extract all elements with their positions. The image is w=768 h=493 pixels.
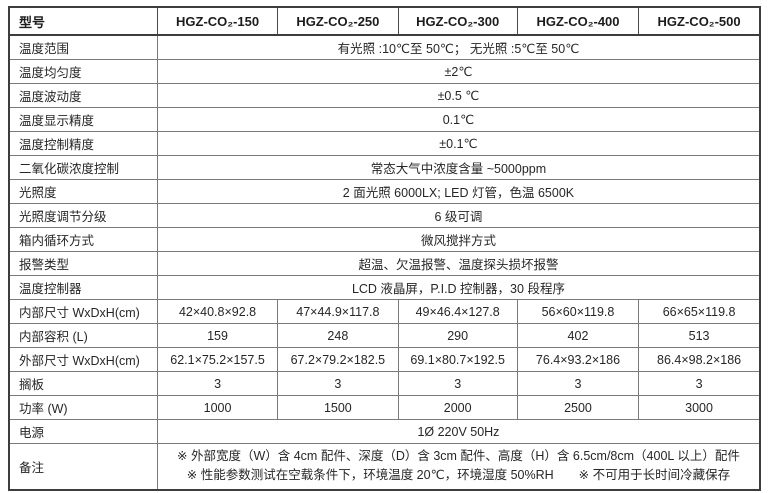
row-label: 温度范围 — [8, 34, 158, 60]
row-internal-dimensions: 内部尺寸 WxDxH(cm) 42×40.8×92.8 47×44.9×117.… — [8, 299, 761, 324]
row-value-span: 常态大气中浓度含量 ~5000ppm — [156, 155, 761, 180]
cell-value: 3 — [397, 371, 518, 396]
cell-value: 3000 — [638, 395, 761, 420]
row-label: 温度控制器 — [8, 275, 158, 300]
row-illuminance-levels: 光照度调节分级 6 级可调 — [8, 203, 761, 228]
row-label: 箱内循环方式 — [8, 227, 158, 252]
row-label: 光照度调节分级 — [8, 203, 158, 228]
row-value-span: 超温、欠温报警、温度探头损坏报警 — [156, 251, 761, 276]
row-internal-circulation: 箱内循环方式 微风搅拌方式 — [8, 227, 761, 252]
cell-value: 290 — [397, 323, 518, 348]
row-illuminance: 光照度 2 面光照 6000LX; LED 灯管，色温 6500K — [8, 179, 761, 204]
row-label: 温度控制精度 — [8, 131, 158, 156]
cell-value: 1500 — [277, 395, 399, 420]
row-temperature-control-precision: 温度控制精度 ±0.1℃ — [8, 131, 761, 156]
header-model-hgz-co2-500: HGZ-CO₂-500 — [638, 6, 761, 36]
row-value-span: 6 级可调 — [156, 203, 761, 228]
remark-line-2: ※ 性能参数测试在空载条件下，环境温度 20℃，环境湿度 50%RH ※ 不可用… — [186, 467, 731, 482]
row-co2-concentration-control: 二氧化碳浓度控制 常态大气中浓度含量 ~5000ppm — [8, 155, 761, 180]
row-remarks: 备注 ※ 外部宽度（W）含 4cm 配件、深度（D）含 3cm 配件、高度（H）… — [8, 443, 761, 490]
header-model-label: 型号 — [8, 6, 158, 36]
row-internal-volume: 内部容积 (L) 159 248 290 402 513 — [8, 323, 761, 348]
row-label: 内部尺寸 WxDxH(cm) — [8, 299, 158, 324]
cell-value: 76.4×93.2×186 — [516, 347, 640, 372]
row-value-span: 微风搅拌方式 — [156, 227, 761, 252]
cell-value: 3 — [277, 371, 399, 396]
cell-value: 1000 — [156, 395, 279, 420]
cell-value: 2000 — [397, 395, 518, 420]
row-label: 外部尺寸 WxDxH(cm) — [8, 347, 158, 372]
header-model-hgz-co2-300: HGZ-CO₂-300 — [397, 6, 518, 36]
cell-value: 62.1×75.2×157.5 — [156, 347, 279, 372]
row-label: 光照度 — [8, 179, 158, 204]
row-temperature-display-precision: 温度显示精度 0.1℃ — [8, 107, 761, 132]
cell-value: 56×60×119.8 — [516, 299, 640, 324]
row-label: 报警类型 — [8, 251, 158, 276]
row-alarm-type: 报警类型 超温、欠温报警、温度探头损坏报警 — [8, 251, 761, 276]
remark-line-1: ※ 外部宽度（W）含 4cm 配件、深度（D）含 3cm 配件、高度（H）含 6… — [177, 449, 740, 463]
cell-value: 159 — [156, 323, 279, 348]
cell-value: 42×40.8×92.8 — [156, 299, 279, 324]
cell-value: 402 — [516, 323, 640, 348]
row-value-span: 1Ø 220V 50Hz — [156, 419, 761, 444]
row-value-span: 0.1℃ — [156, 107, 761, 132]
cell-value: 67.2×79.2×182.5 — [277, 347, 399, 372]
cell-value: 49×46.4×127.8 — [397, 299, 518, 324]
row-value-span: LCD 液晶屏，P.I.D 控制器，30 段程序 — [156, 275, 761, 300]
header-model-hgz-co2-400: HGZ-CO₂-400 — [516, 6, 640, 36]
row-temperature-fluctuation: 温度波动度 ±0.5 ℃ — [8, 83, 761, 108]
cell-value: 3 — [156, 371, 279, 396]
row-shelves: 搁板 3 3 3 3 3 — [8, 371, 761, 396]
row-value-span: ±0.1℃ — [156, 131, 761, 156]
spec-table: 型号 HGZ-CO₂-150 HGZ-CO₂-250 HGZ-CO₂-300 H… — [8, 6, 761, 491]
row-value-span: ±0.5 ℃ — [156, 83, 761, 108]
cell-value: 86.4×98.2×186 — [638, 347, 761, 372]
row-label: 内部容积 (L) — [8, 323, 158, 348]
row-value-span: 有光照 :10℃至 50℃； 无光照 :5℃至 50℃ — [156, 34, 761, 60]
cell-value: 66×65×119.8 — [638, 299, 761, 324]
cell-value: 3 — [638, 371, 761, 396]
header-model-hgz-co2-150: HGZ-CO₂-150 — [156, 6, 279, 36]
row-label: 电源 — [8, 419, 158, 444]
row-value-span: 2 面光照 6000LX; LED 灯管，色温 6500K — [156, 179, 761, 204]
row-label: 温度显示精度 — [8, 107, 158, 132]
remarks-cell: ※ 外部宽度（W）含 4cm 配件、深度（D）含 3cm 配件、高度（H）含 6… — [156, 443, 761, 490]
row-label: 二氧化碳浓度控制 — [8, 155, 158, 180]
row-temperature-controller: 温度控制器 LCD 液晶屏，P.I.D 控制器，30 段程序 — [8, 275, 761, 300]
cell-value: 2500 — [516, 395, 640, 420]
cell-value: 47×44.9×117.8 — [277, 299, 399, 324]
row-label: 功率 (W) — [8, 395, 158, 420]
row-temperature-uniformity: 温度均匀度 ±2℃ — [8, 59, 761, 84]
row-external-dimensions: 外部尺寸 WxDxH(cm) 62.1×75.2×157.5 67.2×79.2… — [8, 347, 761, 372]
row-power: 功率 (W) 1000 1500 2000 2500 3000 — [8, 395, 761, 420]
row-value-span: ±2℃ — [156, 59, 761, 84]
row-label: 温度均匀度 — [8, 59, 158, 84]
cell-value: 248 — [277, 323, 399, 348]
row-power-supply: 电源 1Ø 220V 50Hz — [8, 419, 761, 444]
cell-value: 69.1×80.7×192.5 — [397, 347, 518, 372]
row-temperature-range: 温度范围 有光照 :10℃至 50℃； 无光照 :5℃至 50℃ — [8, 34, 761, 60]
header-model-hgz-co2-250: HGZ-CO₂-250 — [277, 6, 399, 36]
cell-value: 3 — [516, 371, 640, 396]
cell-value: 513 — [638, 323, 761, 348]
row-label: 备注 — [8, 443, 158, 490]
row-label: 搁板 — [8, 371, 158, 396]
row-label: 温度波动度 — [8, 83, 158, 108]
table-header-row: 型号 HGZ-CO₂-150 HGZ-CO₂-250 HGZ-CO₂-300 H… — [8, 6, 761, 36]
